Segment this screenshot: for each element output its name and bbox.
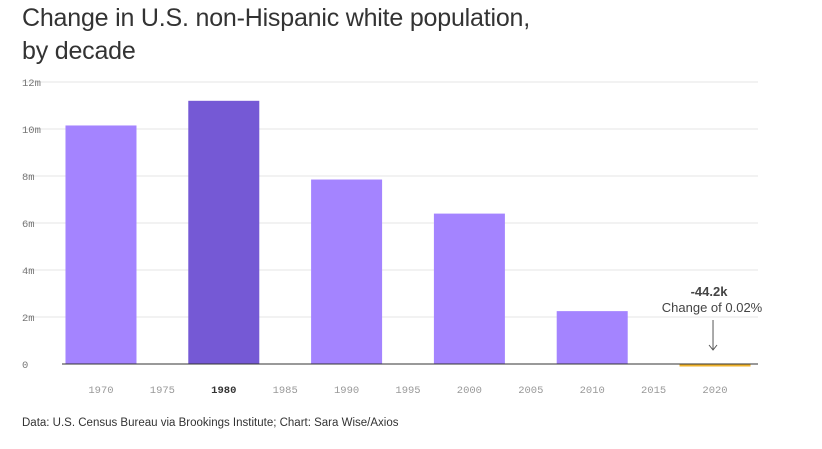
y-axis-ticks: 0 2m 4m 6m 8m 10m 12m: [22, 78, 41, 372]
annotation-text: Change of 0.02%: [662, 300, 763, 315]
chart-title: Change in U.S. non-Hispanic white popula…: [22, 4, 530, 65]
bar-1990: [311, 179, 383, 364]
bar-1980: [188, 100, 260, 365]
x-tick-label: 1985: [273, 385, 298, 397]
bar-2000: [433, 213, 505, 364]
x-tick-label: 1990: [334, 385, 359, 397]
x-tick-label: 2000: [457, 385, 482, 397]
x-tick-label: 2010: [580, 385, 605, 397]
bar-2010: [556, 311, 628, 364]
y-tick-label: 6m: [22, 219, 35, 231]
y-tick-label: 4m: [22, 266, 35, 278]
x-axis-ticks: 1970 1975 1980 1985 1990 1995 2000 2005 2010 2015…: [88, 385, 727, 397]
x-tick-label: 1995: [395, 385, 420, 397]
source-note: Data: U.S. Census Bureau via Brookings I…: [22, 417, 399, 429]
y-tick-label: 12m: [22, 78, 41, 90]
annotation-arrow-head: [708, 344, 718, 351]
y-tick-label: 0: [22, 360, 28, 372]
annotation: -44.2k Change of 0.02%: [662, 284, 763, 351]
x-tick-label: 2015: [641, 385, 666, 397]
x-tick-label: 1980: [211, 385, 236, 397]
bar-1970: [65, 125, 137, 364]
bars: [65, 100, 751, 367]
y-tick-label: 8m: [22, 172, 35, 184]
annotation-value: -44.2k: [691, 284, 729, 299]
x-tick-label: 1970: [88, 385, 113, 397]
y-tick-label: 10m: [22, 125, 41, 137]
bar-2020: [679, 364, 751, 367]
x-tick-label: 2005: [518, 385, 543, 397]
y-tick-label: 2m: [22, 313, 35, 325]
x-tick-label: 2020: [702, 385, 727, 397]
x-tick-label: 1975: [150, 385, 175, 397]
gridlines: [22, 81, 758, 318]
